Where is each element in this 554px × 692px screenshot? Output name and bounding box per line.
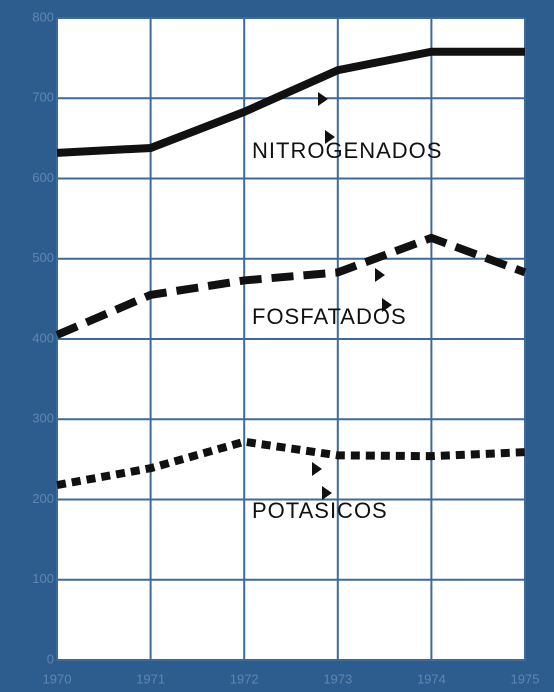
series-label: NITROGENADOS bbox=[252, 138, 442, 163]
y-tick-label: 100 bbox=[32, 571, 54, 586]
x-tick-label: 1972 bbox=[230, 671, 259, 686]
y-tick-label: 200 bbox=[32, 491, 54, 506]
series-line bbox=[56, 437, 526, 489]
y-tick-label: 400 bbox=[32, 330, 54, 345]
series-line bbox=[56, 47, 525, 157]
series-label: POTASICOS bbox=[252, 498, 388, 523]
y-tick-label: 0 bbox=[47, 651, 54, 666]
y-tick-label: 700 bbox=[32, 90, 54, 105]
arrow bbox=[325, 130, 335, 144]
x-tick-label: 1970 bbox=[43, 671, 72, 686]
series-label: FOSFATADOS bbox=[252, 304, 407, 329]
y-tick-label: 500 bbox=[32, 250, 54, 265]
arrow bbox=[382, 298, 392, 312]
y-tick-label: 300 bbox=[32, 411, 54, 426]
x-tick-label: 1974 bbox=[417, 671, 446, 686]
x-tick-label: 1971 bbox=[136, 671, 165, 686]
y-tick-label: 800 bbox=[32, 9, 54, 24]
arrow bbox=[322, 486, 332, 500]
arrow bbox=[318, 92, 328, 106]
x-tick-label: 1973 bbox=[323, 671, 352, 686]
y-tick-label: 600 bbox=[32, 170, 54, 185]
x-tick-label: 1975 bbox=[511, 671, 540, 686]
arrow bbox=[375, 268, 385, 282]
arrow bbox=[312, 462, 322, 476]
series-line bbox=[55, 233, 527, 339]
